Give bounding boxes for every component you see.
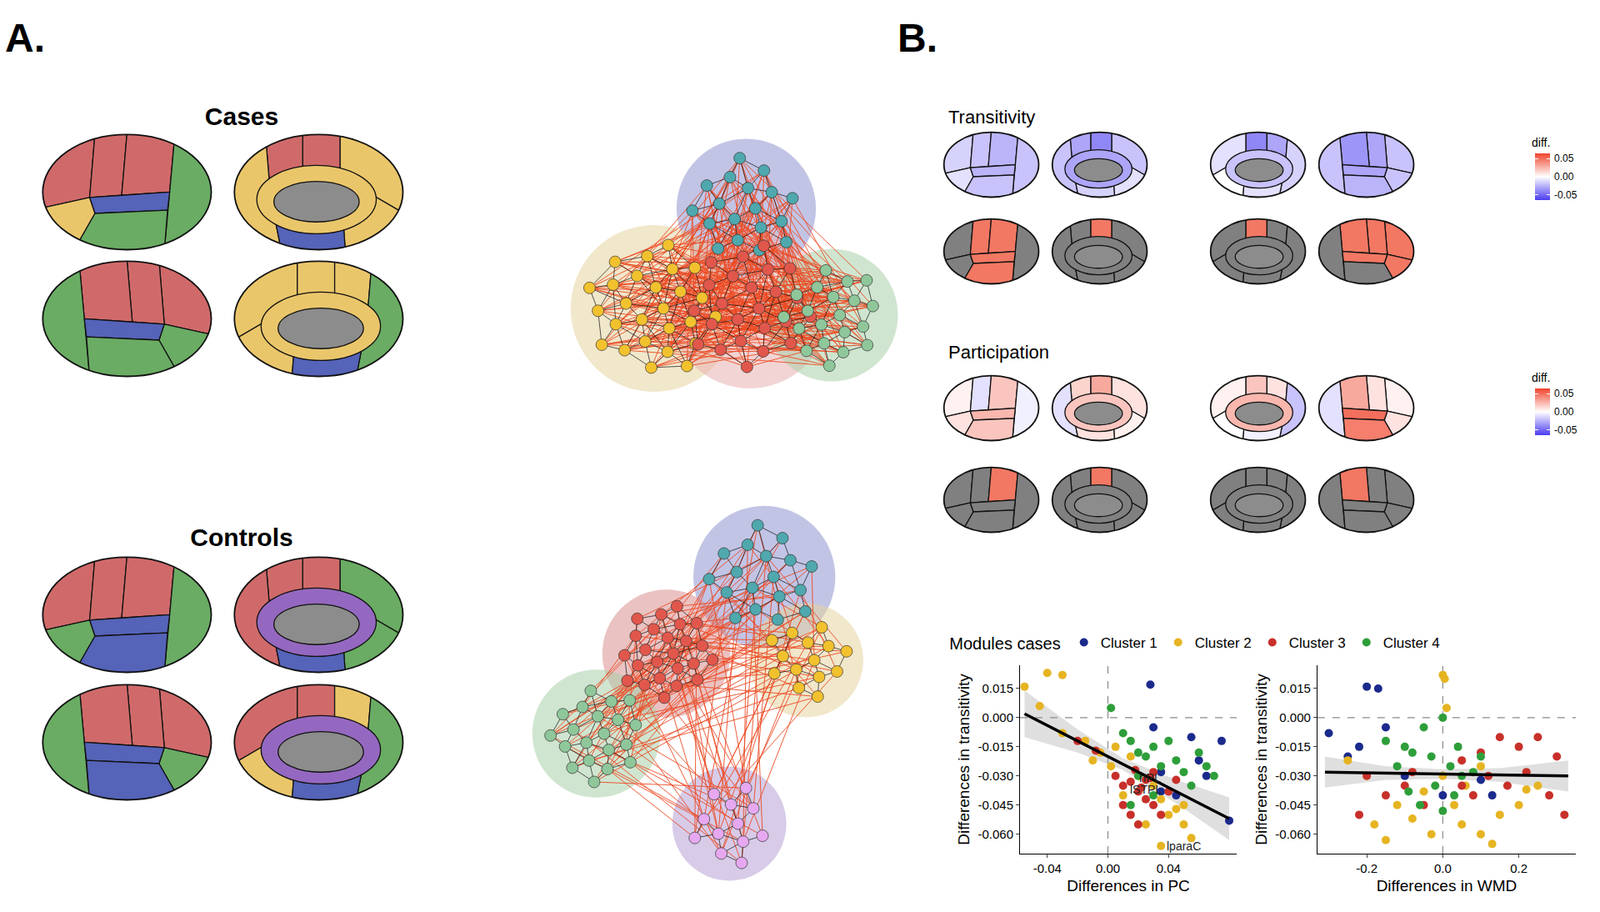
svg-text:Differences in WMD: Differences in WMD xyxy=(1376,876,1518,895)
svg-text:0.0: 0.0 xyxy=(1434,860,1452,875)
svg-text:-0.015: -0.015 xyxy=(977,739,1014,754)
svg-text:Cluster 2: Cluster 2 xyxy=(1195,635,1252,651)
svg-text:lSTPL: lSTPL xyxy=(1130,782,1162,796)
svg-text:-0.060: -0.060 xyxy=(1275,826,1311,841)
svg-text:-0.045: -0.045 xyxy=(1275,797,1311,812)
svg-text:0.00: 0.00 xyxy=(1554,405,1575,418)
svg-text:Differences in transitivity: Differences in transitivity xyxy=(1252,673,1270,845)
svg-text:diff.: diff. xyxy=(1531,135,1550,150)
svg-text:rIPL: rIPL xyxy=(1139,770,1161,785)
svg-text:Modules cases: Modules cases xyxy=(949,634,1060,653)
svg-text:Cases: Cases xyxy=(205,102,279,130)
svg-text:-0.060: -0.060 xyxy=(977,826,1014,841)
svg-text:Participation: Participation xyxy=(948,341,1050,363)
svg-text:Cluster 4: Cluster 4 xyxy=(1383,635,1440,651)
svg-text:0.05: 0.05 xyxy=(1554,387,1575,400)
svg-text:-0.030: -0.030 xyxy=(977,768,1014,783)
svg-text:Cluster 3: Cluster 3 xyxy=(1289,635,1346,651)
svg-text:0.00: 0.00 xyxy=(1554,170,1575,183)
svg-text:-0.04: -0.04 xyxy=(1033,860,1062,875)
svg-text:Differences in PC: Differences in PC xyxy=(1066,876,1190,895)
svg-text:Cluster 1: Cluster 1 xyxy=(1100,635,1158,651)
svg-text:0.000: 0.000 xyxy=(1279,710,1311,725)
svg-text:0.015: 0.015 xyxy=(981,680,1014,695)
svg-text:0.00: 0.00 xyxy=(1095,860,1120,875)
svg-text:lparaC: lparaC xyxy=(1166,839,1201,853)
svg-text:0.000: 0.000 xyxy=(981,710,1014,725)
svg-text:B.: B. xyxy=(897,15,938,60)
svg-text:Differences in transitivity: Differences in transitivity xyxy=(955,673,973,845)
svg-text:Transitivity: Transitivity xyxy=(948,106,1035,128)
svg-text:diff.: diff. xyxy=(1531,370,1550,385)
svg-text:-0.045: -0.045 xyxy=(977,797,1014,812)
svg-text:A.: A. xyxy=(5,15,45,60)
svg-text:0.04: 0.04 xyxy=(1156,860,1181,875)
svg-text:-0.05: -0.05 xyxy=(1554,424,1578,436)
svg-text:-0.030: -0.030 xyxy=(1275,768,1311,783)
svg-text:0.05: 0.05 xyxy=(1554,152,1575,165)
svg-text:0.2: 0.2 xyxy=(1510,860,1528,875)
svg-text:Controls: Controls xyxy=(190,523,293,551)
svg-text:-0.05: -0.05 xyxy=(1554,189,1578,201)
svg-text:0.015: 0.015 xyxy=(1279,680,1311,695)
svg-text:-0.015: -0.015 xyxy=(1275,739,1311,754)
svg-text:-0.2: -0.2 xyxy=(1355,860,1378,875)
